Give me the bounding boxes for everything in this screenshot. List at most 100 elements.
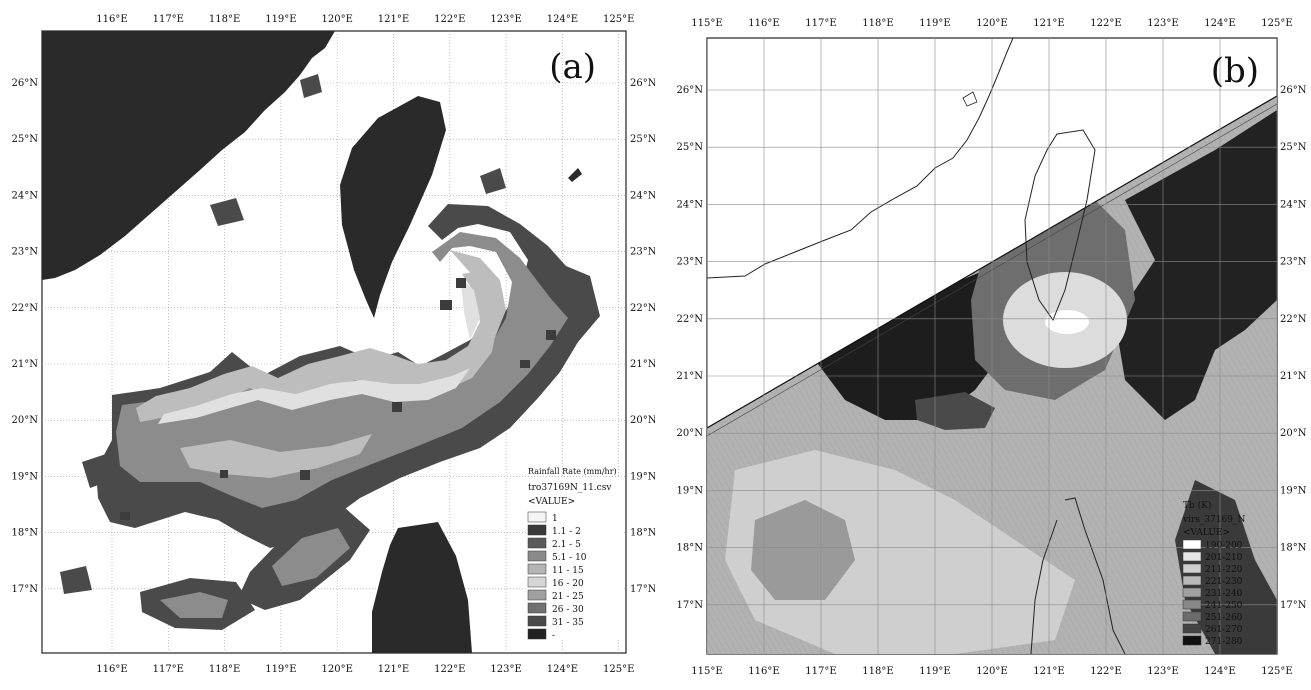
tick-bottom-a: 117°E <box>153 664 184 675</box>
tick-left-a: 21°N <box>12 359 39 370</box>
tick-left-b: 24°N <box>677 199 704 210</box>
tick-top-b: 117°E <box>805 18 836 29</box>
tick-bottom-a: 119°E <box>265 664 296 675</box>
tick-bottom-a: 121°E <box>378 664 409 675</box>
tick-left-a: 17°N <box>12 584 39 595</box>
legend-a-swatch <box>527 524 547 536</box>
dark-cloud-east-b <box>1115 110 1277 420</box>
tick-left-b: 21°N <box>677 371 704 382</box>
legend-a-label: - <box>552 631 555 641</box>
tick-top-a: 116°E <box>96 14 127 25</box>
legend-b-source: virs_37169_N <box>1182 515 1246 525</box>
tick-right-a: 18°N <box>630 528 655 539</box>
tick-left-b: 23°N <box>677 257 704 268</box>
legend-a-value-header: <VALUE> <box>528 497 575 507</box>
axis-ticks-b: 115°E 116°E 117°E 118°E 119°E 120°E 121°E 122°E… <box>677 18 1307 677</box>
legend-b-label: 231-240 <box>1205 589 1243 599</box>
tick-right-b: 22°N <box>1280 314 1307 325</box>
luzon-landmass-a <box>372 522 472 653</box>
tick-top-b: 122°E <box>1090 18 1121 29</box>
legend-b-label: 251-260 <box>1205 613 1243 623</box>
tick-bottom-b: 118°E <box>862 666 893 677</box>
legend-b-label: 221-230 <box>1205 577 1243 587</box>
legend-a-swatch <box>527 537 547 549</box>
legend-a-swatch <box>527 576 547 588</box>
tick-top-b: 121°E <box>1033 18 1064 29</box>
island-a <box>568 168 582 182</box>
legend-b-swatch <box>1182 611 1202 622</box>
legend-b-items: 190-200 201-210 211-220 221-230 231-240 241-2… <box>1182 539 1243 647</box>
legend-a-swatch <box>527 589 547 601</box>
tick-left-b: 25°N <box>677 142 704 153</box>
tick-left-b: 20°N <box>677 428 704 439</box>
rainband-core-a <box>158 276 480 424</box>
tick-bottom-a: 123°E <box>490 664 521 675</box>
tick-top-b: 119°E <box>919 18 950 29</box>
tick-right-a: 21°N <box>630 359 655 370</box>
tick-right-a: 20°N <box>630 415 655 426</box>
tick-left-a: 18°N <box>12 528 39 539</box>
tick-bottom-b: 121°E <box>1033 666 1064 677</box>
tick-left-a: 19°N <box>12 471 39 482</box>
panel-a-svg: 116°E 117°E 118°E 119°E 120°E 121°E 122°E 123°E… <box>12 14 657 675</box>
tick-left-b: 17°N <box>677 600 704 611</box>
tick-top-a: 122°E <box>434 14 465 25</box>
tick-right-b: 25°N <box>1280 142 1307 153</box>
tick-top-a: 121°E <box>378 14 409 25</box>
china-coastline-b <box>707 38 1014 279</box>
cloud-medium-south-b <box>751 500 855 600</box>
legend-b-swatch <box>1182 539 1202 550</box>
tick-left-a: 25°N <box>12 134 39 145</box>
tick-top-b: 120°E <box>976 18 1007 29</box>
dark-cloud-band-b <box>815 270 1015 420</box>
panel-label-b: (b) <box>1211 51 1259 91</box>
tick-bottom-b: 124°E <box>1204 666 1235 677</box>
legend-a-source: tro37169N_11.csv <box>528 483 612 493</box>
tick-top-a: 119°E <box>265 14 296 25</box>
legend-a-label: 11 - 15 <box>552 566 584 576</box>
tick-left-b: 22°N <box>677 314 704 325</box>
legend-a-swatch <box>527 628 547 640</box>
tick-right-b: 23°N <box>1280 257 1307 268</box>
tick-left-a: 20°N <box>12 415 39 426</box>
taiwan-landmass-a <box>340 96 446 318</box>
tick-top-a: 117°E <box>153 14 184 25</box>
legend-b-title: Tb (K) <box>1183 500 1211 511</box>
tick-top-b: 123°E <box>1147 18 1178 29</box>
legend-b-swatch <box>1182 563 1202 574</box>
legend-b-label: 241-250 <box>1205 601 1243 611</box>
tick-left-a: 22°N <box>12 303 39 314</box>
legend-a-title: Rainfall Rate (mm/hr) <box>528 467 617 476</box>
tick-bottom-a: 122°E <box>434 664 465 675</box>
tick-right-b: 18°N <box>1280 543 1307 554</box>
tick-top-a: 124°E <box>547 14 578 25</box>
tick-left-a: 24°N <box>12 190 39 201</box>
legend-a-swatch <box>527 602 547 614</box>
tick-right-b: 17°N <box>1280 600 1307 611</box>
tick-right-a: 23°N <box>630 247 655 258</box>
tick-top-b: 124°E <box>1204 18 1235 29</box>
legend-a-label: 16 - 20 <box>552 579 584 589</box>
cloud-light-b <box>725 450 1075 654</box>
graticule-b <box>707 38 1277 654</box>
tick-right-b: 26°N <box>1280 85 1307 96</box>
tick-bottom-a: 116°E <box>96 664 127 675</box>
dark-cloud-southeast-b <box>1175 480 1277 654</box>
tick-bottom-a: 125°E <box>603 664 634 675</box>
panel-label-a: (a) <box>549 47 596 87</box>
typhoon-eye-b <box>1045 310 1089 334</box>
tick-right-a: 19°N <box>630 471 655 482</box>
taiwan-coastline-b <box>1024 129 1096 322</box>
tick-bottom-b: 125°E <box>1261 666 1292 677</box>
tick-top-a: 125°E <box>603 14 634 25</box>
legend-b-label: 271-280 <box>1205 637 1243 647</box>
legend-b-value-header: <VALUE> <box>1183 528 1230 538</box>
legend-b-label: 211-220 <box>1205 565 1243 575</box>
legend-b-swatch <box>1182 587 1202 598</box>
legend-a-items: 1 1.1 - 2 2.1 - 5 5.1 - 10 11 - 15 16 - 20 21 … <box>527 511 587 641</box>
tick-left-b: 19°N <box>677 485 704 496</box>
tick-left-a: 23°N <box>12 247 39 258</box>
legend-a-label: 1.1 - 2 <box>552 527 581 537</box>
tick-bottom-b: 115°E <box>691 666 722 677</box>
panel-a-rainfall-map: 116°E 117°E 118°E 119°E 120°E 121°E 122°E 123°E… <box>0 0 657 686</box>
